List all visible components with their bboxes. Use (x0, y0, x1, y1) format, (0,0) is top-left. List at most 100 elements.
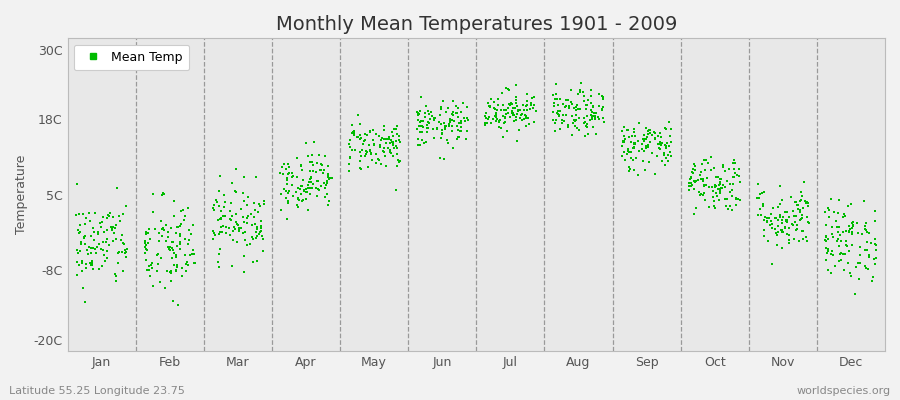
Point (342, 141, 356, 148)
Point (615, 152, 629, 159)
Point (776, 214, 790, 220)
Point (848, 291, 862, 297)
Point (441, 140, 455, 147)
Point (103, 210, 117, 216)
Point (281, 171, 295, 177)
Point (697, 157, 711, 163)
Point (226, 237, 240, 244)
Point (291, 196, 305, 202)
Point (176, 216, 191, 223)
Point (185, 250, 200, 257)
Point (702, 184, 716, 191)
Point (434, 106, 448, 112)
Point (209, 197, 223, 204)
Point (524, 102, 538, 108)
Point (153, 279, 167, 285)
Point (546, 99, 561, 106)
Point (382, 134, 396, 140)
Point (279, 177, 293, 183)
Point (246, 236, 260, 242)
Point (791, 202, 806, 208)
Point (96, 229, 111, 236)
Point (245, 234, 259, 240)
Point (318, 152, 332, 159)
Point (628, 133, 643, 139)
Point (436, 120, 451, 127)
Point (173, 223, 187, 230)
Point (788, 219, 802, 226)
Point (304, 175, 319, 181)
Point (75, 268, 89, 274)
Point (801, 219, 815, 226)
Point (846, 219, 860, 226)
Point (105, 227, 120, 234)
Point (369, 130, 383, 137)
Point (212, 231, 226, 238)
Point (454, 128, 468, 134)
Point (586, 104, 600, 110)
Point (622, 164, 636, 170)
Point (713, 188, 727, 194)
Point (108, 224, 122, 231)
Point (140, 247, 154, 253)
Point (775, 244, 789, 251)
Point (108, 222, 122, 228)
Point (570, 125, 584, 131)
Point (632, 148, 646, 154)
Point (138, 240, 152, 246)
Point (621, 146, 635, 152)
Point (416, 124, 430, 130)
Point (821, 236, 835, 242)
Point (386, 126, 400, 132)
Point (457, 118, 472, 124)
Point (78, 299, 93, 306)
Point (95, 239, 110, 246)
Point (212, 264, 226, 270)
Point (146, 283, 160, 290)
Point (168, 266, 183, 273)
Point (210, 198, 224, 205)
Point (100, 236, 114, 242)
Point (526, 94, 541, 100)
Point (782, 225, 796, 231)
Point (163, 247, 177, 254)
Point (382, 147, 397, 153)
Point (310, 160, 325, 167)
Point (205, 228, 220, 234)
Point (235, 214, 249, 220)
Point (324, 174, 338, 181)
Point (829, 218, 843, 224)
Point (713, 180, 727, 187)
Point (839, 238, 853, 244)
Point (585, 108, 599, 115)
Point (491, 102, 505, 108)
Point (72, 262, 86, 268)
Point (382, 140, 397, 146)
Point (283, 164, 297, 170)
Point (793, 217, 807, 223)
Point (320, 162, 335, 169)
Point (519, 97, 534, 104)
Point (859, 265, 873, 271)
Point (141, 263, 156, 269)
Point (175, 265, 189, 271)
Point (824, 224, 839, 230)
Point (292, 185, 307, 192)
Point (390, 131, 404, 138)
Point (573, 106, 588, 112)
Point (319, 194, 333, 200)
Point (617, 138, 632, 144)
Point (354, 165, 368, 172)
Point (173, 231, 187, 238)
Point (758, 214, 772, 220)
Point (831, 210, 845, 216)
Point (546, 108, 561, 115)
Point (687, 161, 701, 168)
Point (718, 184, 733, 190)
Point (648, 129, 662, 136)
Point (546, 92, 561, 98)
Point (616, 138, 631, 145)
Point (626, 144, 641, 150)
Point (206, 236, 220, 242)
Point (377, 123, 392, 129)
